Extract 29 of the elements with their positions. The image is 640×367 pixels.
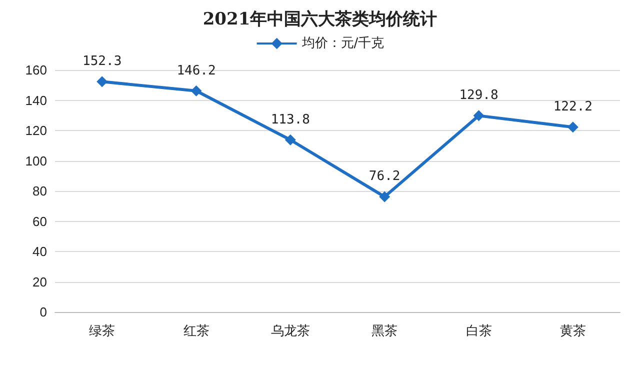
point — [284, 134, 296, 146]
y-tick-label: 100 — [25, 153, 47, 168]
y-tick-label: 80 — [32, 184, 47, 198]
data-label: 152.3 — [82, 54, 122, 70]
point — [473, 110, 484, 122]
x-tick-label: 黑茶 — [372, 323, 398, 338]
point — [96, 76, 108, 88]
data-label: 146.2 — [176, 63, 216, 78]
point — [567, 122, 578, 133]
y-tick-label: 20 — [32, 274, 47, 290]
point — [190, 85, 202, 96]
x-tick-label: 绿茶 — [89, 323, 116, 338]
y-tick-label: 40 — [32, 244, 47, 259]
y-tick-label: 60 — [32, 214, 47, 229]
x-tick-label: 红茶 — [183, 323, 210, 338]
x-tick-label: 乌龙茶 — [270, 323, 310, 338]
data-label: 122.2 — [553, 100, 592, 115]
x-tick-label: 白茶 — [466, 323, 492, 338]
legend-label: 均价：元/千克 — [300, 36, 384, 51]
x-tick-label: 黄茶 — [560, 323, 586, 338]
data-label: 129.8 — [459, 88, 498, 104]
y-tick-label: 160 — [25, 62, 47, 78]
data-label: 113.8 — [270, 112, 310, 128]
y-tick-label: 140 — [25, 92, 47, 108]
y-tick-label: 0 — [40, 304, 47, 320]
data-label: 76.2 — [368, 169, 400, 184]
y-tick-label: 120 — [25, 123, 47, 138]
point — [379, 191, 390, 202]
chart-title: 2021年中国六大茶类均价统计 — [202, 10, 438, 30]
